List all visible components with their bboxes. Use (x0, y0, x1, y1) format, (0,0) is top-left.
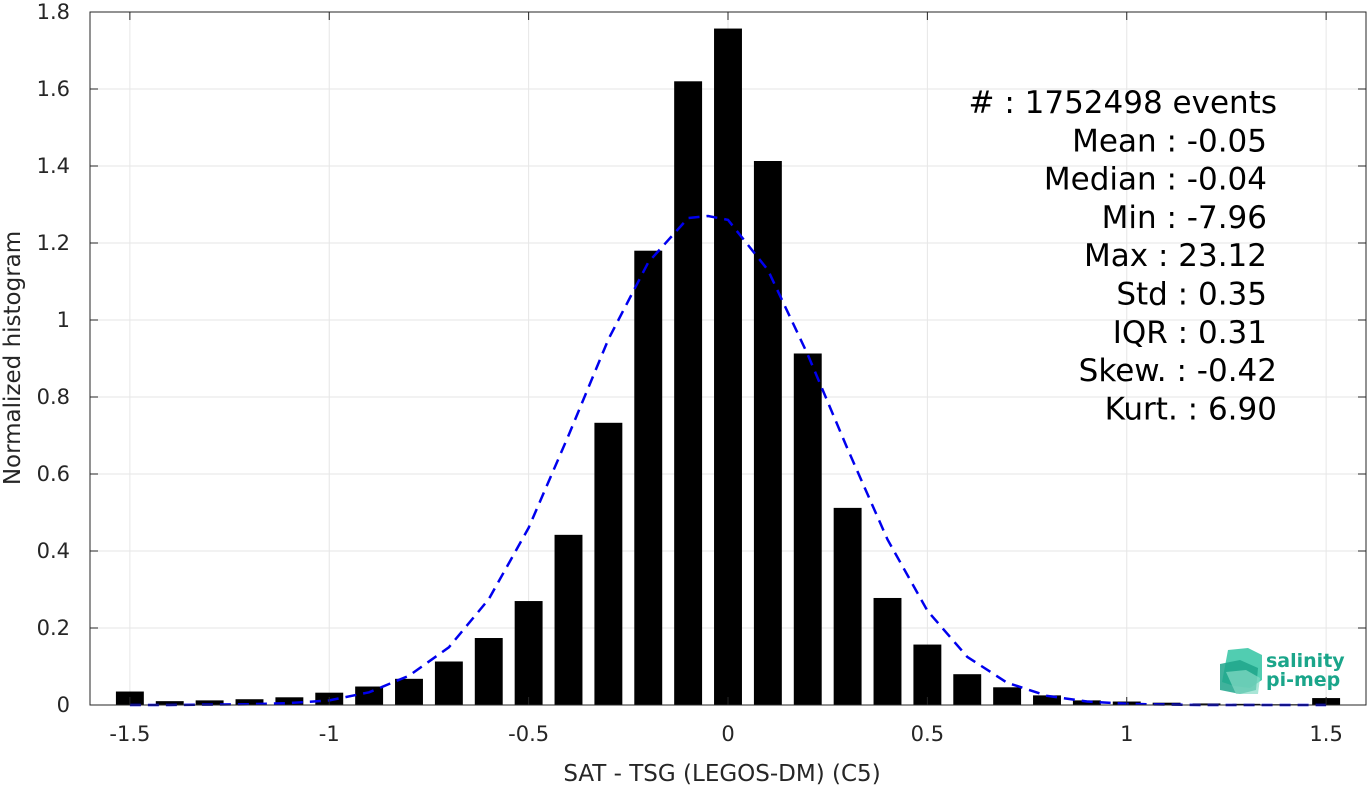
x-tick-label: 0 (721, 722, 734, 746)
histogram-bar (1152, 702, 1181, 705)
histogram-bar (235, 699, 264, 705)
stat-min: Min : -7.96 (1102, 200, 1267, 236)
histogram-bar (833, 507, 862, 705)
histogram-bars (115, 28, 1341, 706)
histogram-bar (514, 601, 543, 705)
histogram-bar (434, 661, 463, 705)
salinity-pi-mep-logo: salinity pi-mep (1220, 648, 1345, 694)
x-axis-label: SAT - TSG (LEGOS-DM) (C5) (563, 761, 880, 785)
stat-mean: Mean : -0.05 (1072, 123, 1267, 159)
y-axis-label: Normalized histogram (0, 231, 26, 485)
y-tick-label: 0 (57, 693, 70, 717)
y-tick-label: 0.6 (37, 462, 70, 486)
histogram-bar (953, 674, 982, 705)
histogram-bar (554, 534, 583, 705)
histogram-bar (714, 28, 742, 706)
stat-median: Median : -0.04 (1044, 162, 1267, 198)
y-tick-label: 1 (57, 308, 70, 332)
stat-std: Std : 0.35 (1116, 277, 1267, 313)
gaussian-fit-curve (129, 214, 1327, 707)
stat-max: Max : 23.12 (1084, 238, 1267, 274)
histogram-bar (155, 701, 184, 705)
histogram-bar (275, 697, 304, 705)
y-tick-label: 0.4 (37, 539, 70, 563)
histogram-bar (195, 700, 224, 705)
x-tick-label: 1.5 (1309, 722, 1342, 746)
histogram-bar (474, 638, 503, 705)
histogram-bar (873, 597, 902, 705)
y-axis-ticks: 0 0.2 0.4 0.6 0.8 1 1.2 1.4 1.6 1.8 (37, 0, 1366, 717)
histogram-bar (395, 678, 423, 705)
histogram-bar (634, 250, 663, 705)
y-tick-label: 1.8 (37, 0, 70, 24)
y-tick-label: 0.8 (37, 385, 70, 409)
histogram-bar (355, 686, 384, 705)
x-tick-label: -1.5 (109, 722, 150, 746)
histogram-bar (793, 353, 822, 705)
x-tick-label: -0.5 (508, 722, 549, 746)
logo-text-line2: pi-mep (1266, 669, 1340, 691)
stat-kurt: Kurt. : 6.90 (1105, 391, 1277, 427)
stat-iqr: IQR : 0.31 (1113, 315, 1267, 351)
y-tick-label: 1.6 (37, 77, 70, 101)
y-tick-label: 1.4 (37, 154, 70, 178)
x-tick-label: -1 (319, 722, 340, 746)
histogram-bar (753, 160, 782, 705)
logo-text-line1: salinity (1266, 650, 1345, 672)
histogram-bar (913, 644, 942, 705)
x-tick-label: 0.5 (911, 722, 944, 746)
histogram-bar (993, 687, 1022, 705)
histogram-bar (594, 422, 623, 705)
stat-skew: Skew. : -0.42 (1079, 353, 1277, 389)
x-tick-label: 1 (1120, 722, 1133, 746)
stat-events: # : 1752498 events (969, 85, 1278, 121)
x-axis-ticks: -1.5 -1 -0.5 0 0.5 1 1.5 (109, 12, 1343, 746)
logo-mark-icon (1220, 648, 1262, 694)
histogram-bar (1033, 695, 1061, 705)
y-tick-label: 1.2 (37, 231, 70, 255)
histogram-bar (1192, 703, 1221, 705)
y-tick-label: 0.2 (37, 616, 70, 640)
histogram-bar (674, 81, 703, 706)
